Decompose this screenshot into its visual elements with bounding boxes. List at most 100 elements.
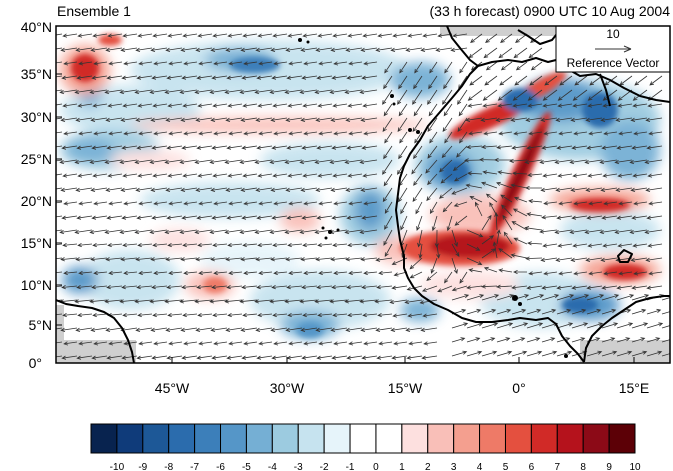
wind-vector-arrow [63, 270, 78, 276]
wind-vector-arrow [584, 229, 603, 235]
colorbar-swatch [220, 423, 247, 454]
wind-vector-arrow [527, 103, 543, 108]
wind-vector-arrow [481, 308, 497, 315]
wind-vector-arrow [475, 201, 483, 217]
wind-vector-arrow [123, 341, 138, 346]
wind-vector-arrow [318, 61, 333, 66]
wind-vector-arrow [165, 47, 183, 52]
wind-vector-arrow [254, 89, 273, 95]
wind-vector-arrow [285, 47, 303, 52]
wind-vector-arrow [138, 201, 153, 206]
wind-vector-arrow [573, 201, 588, 206]
wind-vector-arrow [444, 61, 453, 74]
wind-vector-arrow [212, 173, 228, 178]
wind-vector-arrow [557, 243, 573, 248]
wind-vector-arrow [586, 285, 603, 290]
wind-vector-arrow [138, 61, 153, 66]
wind-vector-arrow [600, 257, 618, 262]
wind-vector-arrow [255, 257, 273, 262]
wind-vector-arrow [332, 242, 348, 248]
wind-vector-arrow [429, 201, 438, 214]
wind-vector-arrow [213, 270, 228, 276]
wind-vector-arrow [299, 89, 318, 95]
wind-vector-arrow [60, 47, 78, 52]
wind-vector-arrow [360, 117, 378, 122]
wind-vector-arrow [167, 173, 183, 178]
wind-vector-arrow [408, 341, 423, 346]
wind-vector-arrow [572, 243, 588, 248]
wind-vector-arrow [390, 47, 408, 52]
wind-vector-arrow [56, 229, 63, 232]
wind-vector-arrow [456, 145, 468, 158]
wind-vector-arrow [527, 172, 543, 178]
wind-vector-arrow [104, 159, 123, 165]
wind-vector-arrow [299, 159, 318, 165]
wind-vector-arrow [56, 355, 63, 358]
wind-vector-arrow [452, 33, 468, 38]
wind-vector-arrow [153, 201, 168, 206]
wind-vector-arrow [540, 187, 558, 192]
wind-vector-arrow [153, 341, 168, 346]
wind-vector-arrow [511, 285, 528, 290]
wind-vector-arrow [644, 229, 663, 235]
wind-vector-arrow [451, 350, 468, 357]
wind-vector-arrow [180, 257, 198, 262]
wind-vector-arrow [61, 285, 78, 290]
wind-vector-arrow [346, 75, 363, 80]
wind-vector-arrow [135, 257, 153, 262]
wind-vector-arrow [441, 145, 453, 159]
wind-vector-arrow [194, 299, 213, 304]
wind-vector-arrow [427, 89, 438, 105]
wind-vector-arrow [56, 131, 63, 134]
wind-vector-arrow [633, 201, 648, 206]
colorbar-swatch [427, 423, 455, 454]
wind-vector-arrow [284, 299, 303, 304]
wind-vector-arrow [333, 270, 348, 276]
wind-vector-arrow [77, 173, 93, 178]
wind-vector-arrow [241, 285, 258, 290]
wind-vector-arrow [541, 285, 558, 290]
wind-vector-arrow [618, 131, 633, 136]
wind-vector-arrow [286, 75, 303, 80]
wind-vector-arrow [439, 159, 453, 173]
wind-vector-arrow [92, 242, 108, 248]
wind-vector-arrow [346, 285, 363, 290]
wind-vector-arrow [77, 103, 93, 108]
wind-vector-arrow [348, 341, 363, 346]
wind-vector-arrow [362, 242, 378, 248]
wind-vector-arrow [384, 131, 393, 144]
wind-vector-arrow [527, 241, 543, 246]
wind-vector-arrow [137, 103, 153, 108]
reference-vector-key: 10 Reference Vector [555, 26, 670, 73]
wind-vector-arrow [180, 117, 198, 122]
wind-vector-arrow [512, 89, 528, 101]
wind-vector-arrow [56, 271, 63, 274]
wind-vector-arrow [119, 299, 138, 304]
wind-vector-arrow [543, 131, 558, 136]
wind-vector-arrow [74, 89, 93, 95]
wind-vector-arrow [453, 173, 468, 182]
wind-vector-arrow [62, 103, 78, 108]
wind-vector-arrow [240, 47, 258, 52]
wind-vector-arrow [586, 308, 602, 315]
wind-vector-arrow [661, 311, 670, 315]
wind-vector-arrow [271, 285, 288, 290]
wind-vector-arrow [513, 237, 528, 245]
wind-vector-arrow [197, 242, 213, 248]
wind-vector-arrow [227, 33, 243, 38]
wind-vector-arrow [123, 131, 138, 136]
colorbar-label: -6 [216, 462, 225, 471]
wind-vector-arrow [195, 47, 213, 52]
wind-vector-arrow [570, 187, 588, 192]
wind-vector-arrow [496, 181, 513, 189]
wind-vector-arrow [136, 145, 153, 150]
wind-vector-arrow [56, 327, 63, 330]
wind-vector-arrow [511, 308, 527, 315]
wind-vector-arrow [425, 159, 438, 174]
wind-vector-arrow [166, 145, 183, 150]
wind-vector-arrow [242, 242, 258, 248]
wind-vector-arrow [500, 194, 513, 203]
wind-vector-arrow [603, 201, 618, 206]
wind-vector-arrow [106, 285, 123, 290]
